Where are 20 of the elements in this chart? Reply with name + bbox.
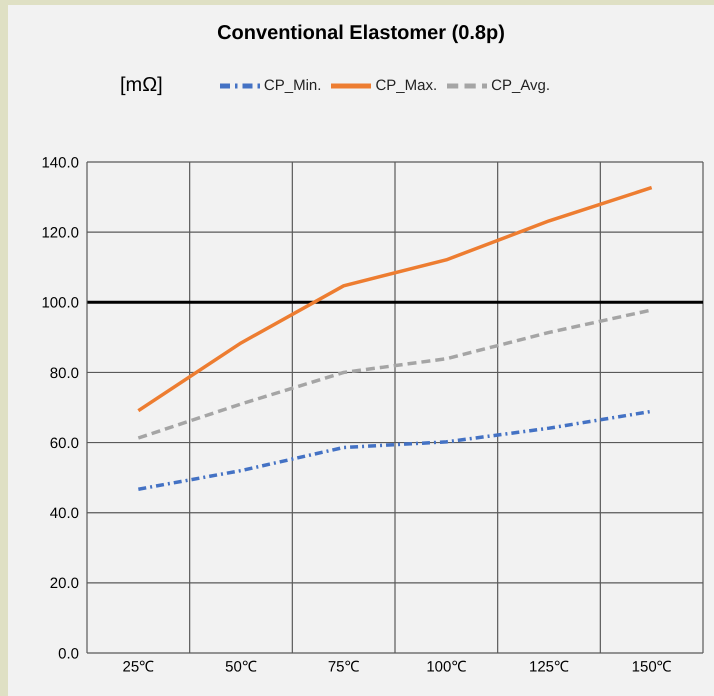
x-tick-label: 75℃ — [328, 658, 360, 676]
y-tick-label: 120.0 — [41, 224, 79, 242]
x-tick-label: 125℃ — [528, 658, 570, 676]
y-tick-label: 20.0 — [50, 575, 79, 592]
y-tick-label: 80.0 — [50, 364, 79, 382]
x-tick-label: 150℃ — [632, 658, 672, 676]
y-tick-label: 60.0 — [50, 434, 79, 452]
y-tick-label: 40.0 — [50, 505, 79, 522]
chart-title: Conventional Elastomer (0.8p) — [216, 22, 506, 45]
line-series — [136, 186, 654, 412]
x-tick-label: 50℃ — [225, 658, 257, 676]
y-axis-title: [mΩ] — [120, 74, 163, 97]
legend-label: CP_Min. — [264, 76, 322, 94]
legend-label: CP_Max. — [375, 76, 438, 94]
legend-label: CP_Avg. — [491, 76, 550, 94]
y-tick-label: 140.0 — [41, 154, 79, 172]
x-tick-label: 100℃ — [426, 658, 466, 676]
y-tick-label: 100.0 — [41, 294, 79, 312]
y-tick-label: 0.0 — [58, 645, 79, 662]
x-tick-label: 25℃ — [122, 658, 154, 676]
